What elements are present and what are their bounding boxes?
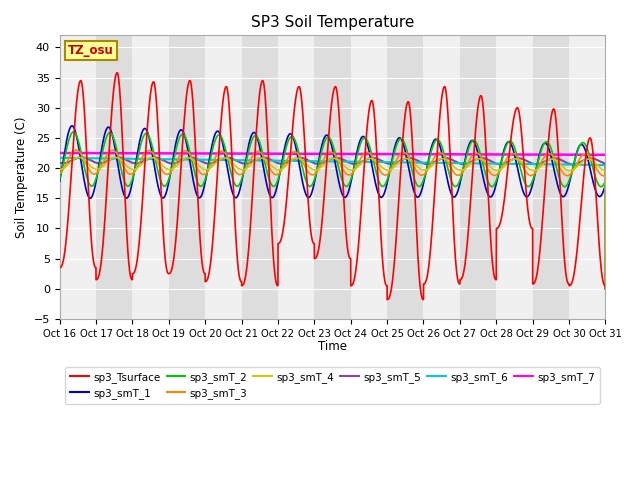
sp3_smT_1 bbox=[470, 139, 478, 144]
sp3_smT_5 bbox=[241, 161, 249, 167]
sp3_smT_7 bbox=[579, 152, 586, 157]
sp3_smT_1 bbox=[241, 160, 249, 166]
sp3_smT_7 bbox=[455, 151, 463, 157]
sp3_smT_3 bbox=[241, 167, 249, 173]
sp3_smT_1 bbox=[572, 153, 580, 159]
sp3_smT_4 bbox=[75, 155, 83, 160]
sp3_smT_3 bbox=[579, 152, 586, 158]
sp3_smT_3 bbox=[56, 170, 63, 176]
Bar bbox=[351, 36, 387, 319]
sp3_smT_3 bbox=[470, 151, 478, 157]
Line: sp3_smT_4: sp3_smT_4 bbox=[60, 157, 605, 289]
Bar bbox=[496, 36, 532, 319]
sp3_smT_7 bbox=[241, 151, 249, 156]
sp3_smT_7 bbox=[314, 151, 322, 157]
sp3_smT_3 bbox=[572, 163, 580, 169]
sp3_smT_4 bbox=[579, 159, 586, 165]
sp3_smT_4 bbox=[56, 167, 63, 172]
sp3_smT_5 bbox=[602, 286, 609, 292]
sp3_smT_5 bbox=[77, 155, 85, 160]
sp3_smT_3 bbox=[314, 167, 322, 173]
sp3_smT_7 bbox=[56, 150, 63, 156]
Line: sp3_Tsurface: sp3_Tsurface bbox=[60, 73, 605, 300]
Line: sp3_smT_7: sp3_smT_7 bbox=[60, 153, 605, 155]
sp3_smT_4 bbox=[572, 165, 580, 171]
sp3_smT_7 bbox=[572, 152, 580, 157]
sp3_smT_1 bbox=[579, 142, 586, 148]
sp3_smT_7 bbox=[602, 152, 609, 157]
Title: SP3 Soil Temperature: SP3 Soil Temperature bbox=[251, 15, 414, 30]
Bar bbox=[460, 36, 496, 319]
Line: sp3_smT_2: sp3_smT_2 bbox=[60, 132, 605, 289]
sp3_smT_4 bbox=[314, 167, 322, 172]
sp3_smT_1 bbox=[314, 161, 322, 167]
Text: TZ_osu: TZ_osu bbox=[68, 44, 113, 57]
Line: sp3_smT_3: sp3_smT_3 bbox=[60, 150, 605, 289]
Bar bbox=[132, 36, 169, 319]
sp3_Tsurface bbox=[602, 286, 609, 292]
sp3_smT_2 bbox=[579, 140, 586, 145]
sp3_Tsurface bbox=[455, 280, 463, 286]
sp3_smT_6 bbox=[56, 155, 63, 161]
sp3_smT_3 bbox=[72, 147, 80, 153]
sp3_smT_5 bbox=[470, 157, 478, 163]
sp3_smT_4 bbox=[241, 166, 249, 172]
sp3_smT_2 bbox=[56, 176, 63, 182]
sp3_smT_1 bbox=[602, 286, 609, 292]
Bar bbox=[205, 36, 241, 319]
Bar bbox=[278, 36, 314, 319]
sp3_smT_2 bbox=[470, 137, 478, 143]
sp3_smT_4 bbox=[455, 167, 463, 173]
sp3_smT_6 bbox=[455, 160, 463, 166]
Bar bbox=[532, 36, 569, 319]
Y-axis label: Soil Temperature (C): Soil Temperature (C) bbox=[15, 116, 28, 238]
sp3_smT_5 bbox=[56, 160, 63, 166]
sp3_smT_2 bbox=[602, 286, 609, 292]
Bar bbox=[241, 36, 278, 319]
sp3_smT_7 bbox=[470, 152, 478, 157]
sp3_smT_6 bbox=[470, 160, 478, 166]
sp3_Tsurface bbox=[579, 185, 586, 191]
sp3_Tsurface bbox=[56, 265, 63, 271]
Bar bbox=[60, 36, 96, 319]
sp3_smT_5 bbox=[572, 161, 580, 167]
sp3_Tsurface bbox=[241, 276, 249, 281]
sp3_smT_6 bbox=[602, 162, 609, 168]
sp3_smT_4 bbox=[470, 158, 478, 164]
Bar bbox=[424, 36, 460, 319]
sp3_Tsurface bbox=[314, 249, 322, 255]
sp3_smT_2 bbox=[241, 163, 249, 169]
sp3_smT_1 bbox=[56, 179, 63, 184]
Line: sp3_smT_6: sp3_smT_6 bbox=[60, 158, 605, 165]
sp3_smT_6 bbox=[241, 157, 249, 163]
Line: sp3_smT_1: sp3_smT_1 bbox=[60, 126, 605, 289]
sp3_smT_1 bbox=[68, 123, 76, 129]
Bar bbox=[169, 36, 205, 319]
sp3_smT_5 bbox=[455, 160, 463, 166]
X-axis label: Time: Time bbox=[318, 340, 347, 353]
sp3_Tsurface bbox=[420, 297, 428, 302]
Line: sp3_smT_5: sp3_smT_5 bbox=[60, 157, 605, 289]
Bar bbox=[314, 36, 351, 319]
sp3_smT_3 bbox=[602, 286, 609, 292]
sp3_Tsurface bbox=[572, 259, 580, 264]
sp3_smT_4 bbox=[602, 286, 609, 292]
Bar bbox=[569, 36, 605, 319]
sp3_smT_2 bbox=[572, 154, 580, 160]
sp3_smT_5 bbox=[314, 161, 322, 167]
sp3_smT_3 bbox=[455, 172, 463, 178]
sp3_smT_1 bbox=[455, 186, 463, 192]
sp3_smT_6 bbox=[579, 162, 586, 168]
Legend: sp3_Tsurface, sp3_smT_1, sp3_smT_2, sp3_smT_3, sp3_smT_4, sp3_smT_5, sp3_smT_6, : sp3_Tsurface, sp3_smT_1, sp3_smT_2, sp3_… bbox=[65, 367, 600, 404]
Bar bbox=[387, 36, 424, 319]
sp3_smT_2 bbox=[70, 129, 77, 135]
Bar bbox=[96, 36, 132, 319]
sp3_smT_2 bbox=[455, 180, 463, 186]
sp3_smT_6 bbox=[572, 162, 580, 168]
sp3_smT_6 bbox=[314, 158, 322, 164]
sp3_smT_2 bbox=[314, 163, 322, 169]
sp3_Tsurface bbox=[470, 146, 478, 152]
sp3_Tsurface bbox=[113, 70, 121, 76]
sp3_smT_5 bbox=[579, 158, 586, 164]
